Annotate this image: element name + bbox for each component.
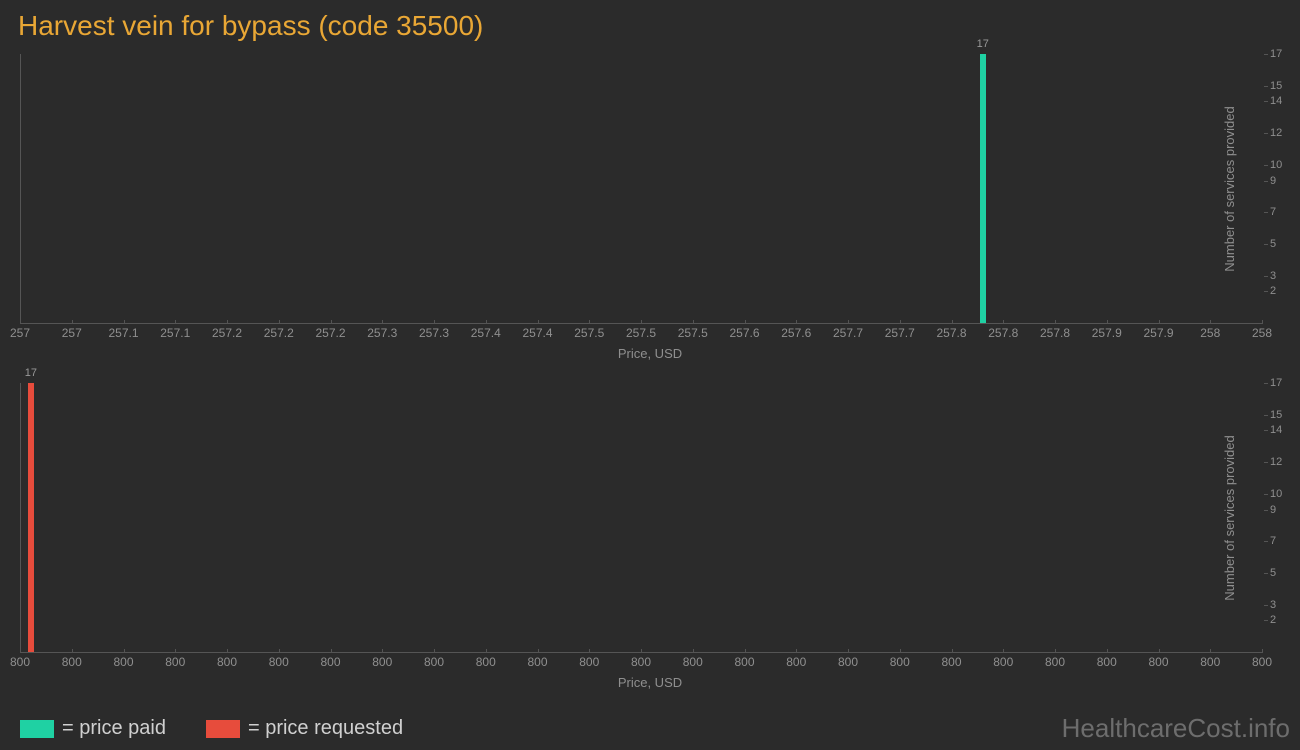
y-tick: 15: [1270, 409, 1290, 421]
x-tick: 257.5: [678, 326, 708, 340]
bar: 17: [28, 383, 34, 652]
x-tick: 800: [993, 655, 1013, 669]
legend-paid: = price paid: [20, 717, 166, 740]
x-tick: 257.8: [1040, 326, 1070, 340]
chart-requested-wrap: 2 3 5 7 9 10 12 14 15 17 Number of services provi…: [0, 383, 1300, 690]
x-tick: 257.2: [264, 326, 294, 340]
y-tick: 7: [1270, 535, 1290, 547]
x-tick: 257.8: [988, 326, 1018, 340]
x-tick: 257.4: [522, 326, 552, 340]
y-tick: 5: [1270, 567, 1290, 579]
chart-requested-ylabel: Number of services provided: [1222, 435, 1237, 600]
swatch-requested: [206, 720, 240, 738]
x-tick: 800: [476, 655, 496, 669]
bar-label: 17: [25, 367, 37, 379]
x-tick: 257.3: [367, 326, 397, 340]
x-tick: 800: [890, 655, 910, 669]
legend: = price paid = price requested: [20, 717, 403, 740]
x-tick: 257.6: [729, 326, 759, 340]
y-tick: 12: [1270, 456, 1290, 468]
legend-requested: = price requested: [206, 717, 403, 740]
y-tick: 3: [1270, 599, 1290, 611]
x-tick: 257.9: [1143, 326, 1173, 340]
swatch-paid: [20, 720, 54, 738]
bar: 17: [980, 54, 986, 323]
x-tick: 257: [10, 326, 30, 340]
x-tick: 800: [113, 655, 133, 669]
y-tick: 14: [1270, 424, 1290, 436]
chart-requested-xlabel: Price, USD: [0, 675, 1300, 690]
x-tick: 257.5: [574, 326, 604, 340]
x-tick: 800: [838, 655, 858, 669]
y-tick: 2: [1270, 614, 1290, 626]
x-tick: 257.7: [885, 326, 915, 340]
x-tick: 257.7: [833, 326, 863, 340]
chart-title: Harvest vein for bypass (code 35500): [0, 0, 1300, 42]
chart-paid-xlabel: Price, USD: [0, 346, 1300, 361]
x-tick: 800: [165, 655, 185, 669]
legend-requested-label: = price requested: [248, 717, 403, 740]
x-tick: 800: [62, 655, 82, 669]
x-tick: 800: [424, 655, 444, 669]
y-tick: 9: [1270, 175, 1290, 187]
y-tick: 7: [1270, 206, 1290, 218]
x-tick: 800: [734, 655, 754, 669]
y-tick: 10: [1270, 488, 1290, 500]
x-tick: 258: [1200, 326, 1220, 340]
x-tick: 800: [10, 655, 30, 669]
chart-paid-xticks: 257257257.1257.1257.2257.2257.2257.3257.…: [20, 326, 1262, 344]
x-tick: 800: [941, 655, 961, 669]
x-tick: 257.1: [108, 326, 138, 340]
y-tick: 5: [1270, 238, 1290, 250]
y-tick: 14: [1270, 95, 1290, 107]
x-tick: 800: [786, 655, 806, 669]
x-tick: 257.9: [1092, 326, 1122, 340]
chart-requested-xticks: 800 800 800 800 800 800 800 800 800 800 800 800 800 8…: [20, 655, 1262, 673]
y-tick: 15: [1270, 80, 1290, 92]
y-tick: 9: [1270, 504, 1290, 516]
watermark: HealthcareCost.info: [1062, 713, 1290, 744]
x-tick: 258: [1252, 326, 1272, 340]
x-tick: 800: [1252, 655, 1272, 669]
x-tick: 257.8: [936, 326, 966, 340]
x-tick: 800: [631, 655, 651, 669]
chart-requested-yticks: 235791012141517: [1266, 383, 1290, 652]
x-tick: 800: [320, 655, 340, 669]
x-tick: 800: [1045, 655, 1065, 669]
chart-paid-yticks: 235791012141517: [1266, 54, 1290, 323]
y-tick: 2: [1270, 285, 1290, 297]
x-tick: 800: [269, 655, 289, 669]
x-tick: 257.1: [160, 326, 190, 340]
x-tick: 800: [683, 655, 703, 669]
x-tick: 800: [1200, 655, 1220, 669]
x-tick: 257.6: [781, 326, 811, 340]
bar-label: 17: [977, 38, 989, 50]
x-tick: 800: [372, 655, 392, 669]
y-tick: 17: [1270, 377, 1290, 389]
x-tick: 800: [527, 655, 547, 669]
x-tick: 800: [1148, 655, 1168, 669]
x-tick: 800: [579, 655, 599, 669]
x-tick: 257: [62, 326, 82, 340]
y-tick: 10: [1270, 159, 1290, 171]
x-tick: 800: [1097, 655, 1117, 669]
x-tick: 257.3: [419, 326, 449, 340]
x-tick: 800: [217, 655, 237, 669]
x-tick: 257.5: [626, 326, 656, 340]
y-tick: 3: [1270, 270, 1290, 282]
chart-requested: 235791012141517 Number of services provi…: [20, 383, 1262, 653]
chart-paid: 235791012141517 Number of services provi…: [20, 54, 1262, 324]
x-tick: 257.2: [315, 326, 345, 340]
y-tick: 12: [1270, 127, 1290, 139]
chart-paid-wrap: 2 3 5 7 9 10 12 14 15 17 Number of services provi…: [0, 54, 1300, 361]
x-tick: 257.4: [471, 326, 501, 340]
x-tick: 257.2: [212, 326, 242, 340]
y-tick: 17: [1270, 48, 1290, 60]
chart-paid-ylabel: Number of services provided: [1222, 106, 1237, 271]
legend-paid-label: = price paid: [62, 717, 166, 740]
